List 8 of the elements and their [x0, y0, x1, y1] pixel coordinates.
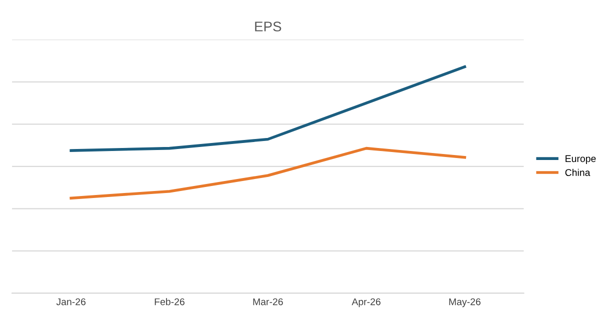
chart-title: EPS [255, 22, 282, 32]
x-tick-label: Feb-26 [154, 298, 184, 306]
x-tick-label: Apr-26 [352, 298, 380, 308]
legend-label: China [565, 168, 590, 176]
x-tick-label: Jan-26 [56, 298, 86, 306]
legend-label: Europe [566, 155, 596, 164]
x-tick-label: May-26 [449, 298, 480, 308]
x-tick-label: Mar-26 [253, 298, 283, 306]
